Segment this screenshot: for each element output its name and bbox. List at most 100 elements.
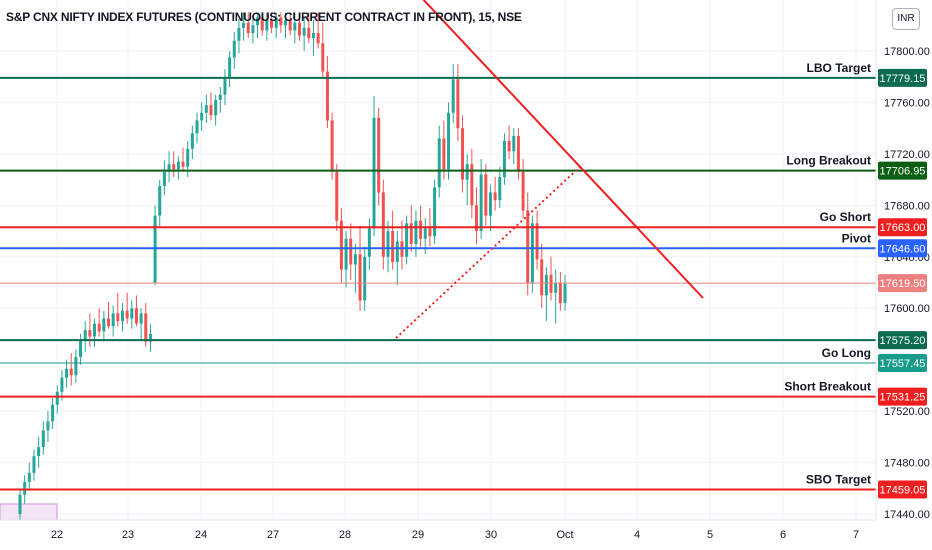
candle-body xyxy=(130,308,134,319)
level-label: Short Breakout xyxy=(784,380,871,394)
candle-body xyxy=(297,22,301,36)
candle-body xyxy=(83,330,87,341)
candle-body xyxy=(507,141,511,152)
price-badge xyxy=(878,353,927,372)
price-tick-label: 17600.00 xyxy=(884,303,930,315)
candle-body xyxy=(535,223,539,260)
candle-body xyxy=(144,313,148,342)
currency-button[interactable]: INR xyxy=(892,8,920,30)
price-badge-label: 17706.95 xyxy=(880,166,926,178)
candle-body xyxy=(335,171,339,221)
price-badge-label: 17575.20 xyxy=(880,335,926,347)
candle-body xyxy=(433,187,437,237)
candle-body xyxy=(97,323,101,332)
candle-body xyxy=(391,231,395,262)
time-tick-label: 23 xyxy=(122,529,134,541)
candle-body xyxy=(214,99,218,116)
candle-body xyxy=(395,241,399,262)
candle-body xyxy=(256,17,260,26)
price-badge-label: 17557.45 xyxy=(880,358,926,370)
candle-body xyxy=(200,112,204,121)
candle-body xyxy=(302,27,306,36)
time-tick-label: 4 xyxy=(634,529,640,541)
candle-body xyxy=(279,17,283,26)
candle-body xyxy=(176,161,180,170)
candle-body xyxy=(107,318,111,327)
price-badge-label: 17646.60 xyxy=(880,243,926,255)
candle-body xyxy=(521,171,525,211)
candle-body xyxy=(423,228,427,239)
candle-body xyxy=(349,238,353,265)
price-badge xyxy=(878,331,927,350)
candle-body xyxy=(367,228,371,257)
candle-body xyxy=(498,177,502,201)
candle-body xyxy=(37,447,41,457)
price-badge xyxy=(878,387,927,406)
trend-line[interactable] xyxy=(420,0,704,299)
price-tick-label: 17680.00 xyxy=(884,200,930,212)
candle-body xyxy=(228,57,232,77)
candle-body xyxy=(321,43,325,72)
candle-body xyxy=(270,20,274,28)
level-label: SBO Target xyxy=(806,472,871,486)
time-tick-label: 29 xyxy=(412,529,424,541)
candle-body xyxy=(158,186,162,216)
candle-body xyxy=(353,254,357,265)
candle-body xyxy=(339,220,343,270)
candle-body xyxy=(530,223,534,283)
price-badge xyxy=(878,274,927,293)
candle-body xyxy=(55,391,59,405)
candle-body xyxy=(465,164,469,180)
price-badge xyxy=(878,239,927,258)
candle-body xyxy=(516,135,520,172)
candle-body xyxy=(526,210,530,283)
candle-body xyxy=(260,17,264,31)
price-badge xyxy=(878,480,927,499)
price-badge xyxy=(878,161,927,180)
candle-body xyxy=(120,310,124,322)
price-badge-label: 17779.15 xyxy=(880,73,926,85)
candle-body xyxy=(74,357,78,376)
price-tick-label: 17720.00 xyxy=(884,149,930,161)
candle-body xyxy=(381,192,385,257)
time-axis[interactable] xyxy=(0,520,932,550)
candle-body xyxy=(195,120,199,134)
candle-body xyxy=(325,71,329,121)
candle-body xyxy=(139,313,143,324)
candle-body xyxy=(186,148,190,167)
candle-body xyxy=(181,161,185,167)
candle-body xyxy=(41,430,45,448)
time-tick-label: 28 xyxy=(339,529,351,541)
candle-body xyxy=(60,377,64,392)
candle-body xyxy=(284,20,288,26)
level-label: Pivot xyxy=(842,231,871,245)
candle-body xyxy=(46,421,50,431)
candle-body xyxy=(79,340,83,358)
candle-body xyxy=(172,164,176,170)
highlight-box xyxy=(0,503,58,521)
candle-body xyxy=(167,164,171,172)
candle-body xyxy=(242,22,246,28)
price-tick-label: 17760.00 xyxy=(884,97,930,109)
candle-body xyxy=(442,138,446,170)
candle-body xyxy=(316,32,320,44)
candle-body xyxy=(409,223,413,244)
candle-body xyxy=(447,112,451,170)
candle-body xyxy=(69,368,73,376)
candle-body xyxy=(23,481,27,495)
candle-body xyxy=(474,205,478,232)
candle-body xyxy=(544,274,548,296)
candle-body xyxy=(437,138,441,188)
candle-body xyxy=(32,456,36,473)
price-badge-label: 17663.00 xyxy=(880,222,926,234)
time-tick-label: 30 xyxy=(485,529,497,541)
candle-body xyxy=(493,192,497,201)
candle-body xyxy=(558,282,562,304)
candle-body xyxy=(451,79,455,113)
candle-body xyxy=(358,254,362,301)
chart-title: S&P CNX NIFTY INDEX FUTURES (CONTINUOUS:… xyxy=(6,10,522,24)
candle-body xyxy=(148,333,152,342)
